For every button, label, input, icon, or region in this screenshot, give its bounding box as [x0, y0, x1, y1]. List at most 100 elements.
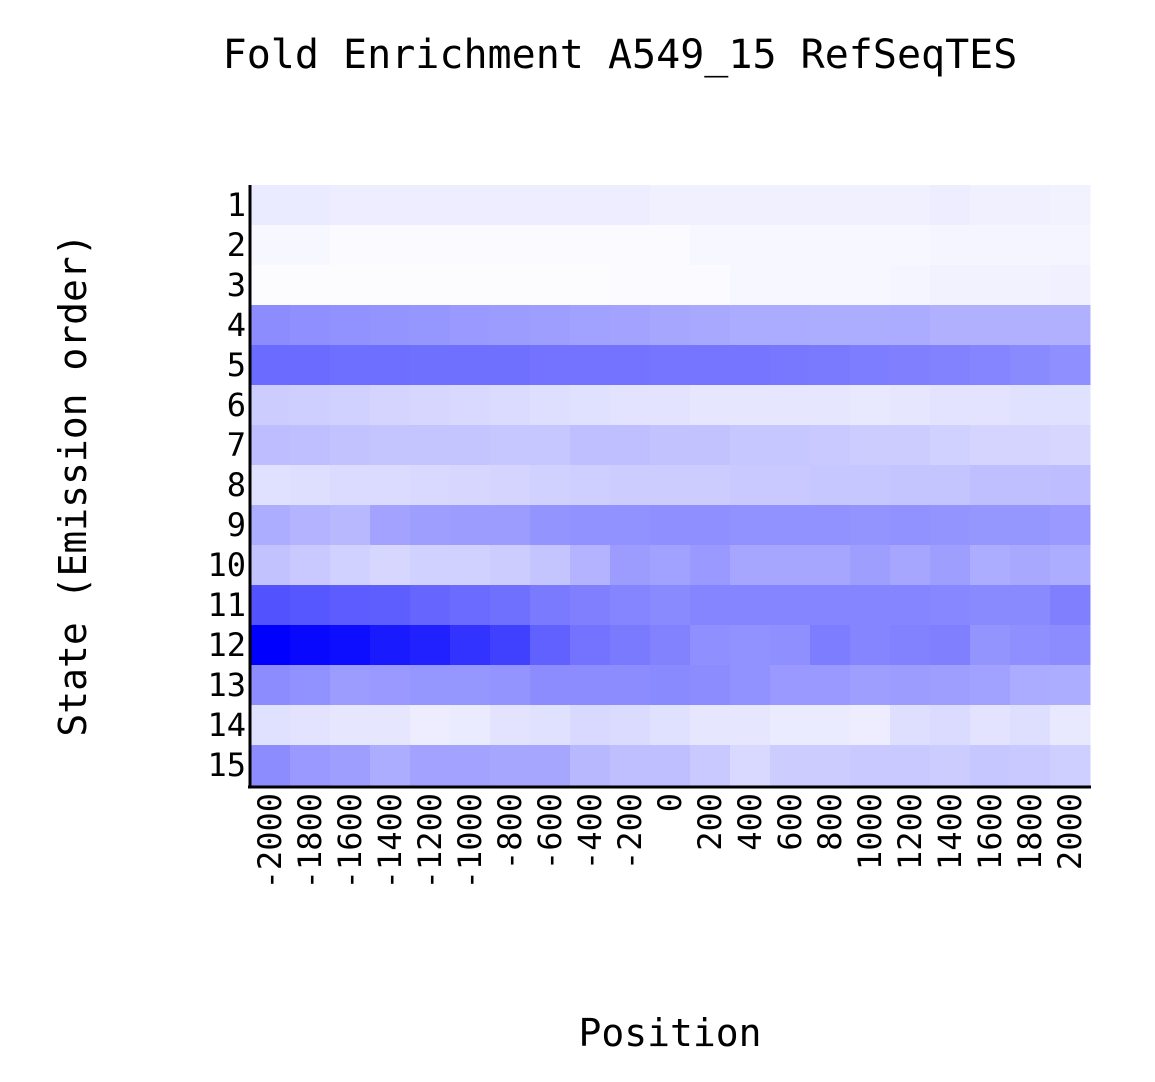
heatmap-cell-state-9-pos--2000 — [250, 505, 291, 546]
heatmap-cell-state-4-pos-1200 — [890, 305, 931, 346]
heatmap-cell-state-6-pos--1000 — [450, 385, 491, 426]
heatmap-cell-state-8-pos--2000 — [250, 465, 291, 506]
heatmap-cell-state-5-pos--800 — [490, 345, 531, 386]
y-tick-label: 15 — [207, 746, 246, 784]
heatmap-cell-state-9-pos-800 — [810, 505, 851, 546]
heatmap-cell-state-1-pos--2000 — [250, 185, 291, 226]
heatmap-cell-state-6-pos--1200 — [410, 385, 451, 426]
heatmap-cell-state-2-pos-1400 — [930, 225, 971, 266]
heatmap-cell-state-1-pos--600 — [530, 185, 571, 226]
heatmap-cell-state-8-pos--1000 — [450, 465, 491, 506]
heatmap-cell-state-2-pos--1200 — [410, 225, 451, 266]
heatmap-cell-state-3-pos--1600 — [330, 265, 371, 306]
heatmap-cell-state-4-pos--1000 — [450, 305, 491, 346]
x-tick-label: 400 — [731, 793, 769, 851]
heatmap-cell-state-1-pos-1800 — [1010, 185, 1051, 226]
heatmap-cell-state-3-pos-1000 — [850, 265, 891, 306]
heatmap-cell-state-8-pos--600 — [530, 465, 571, 506]
heatmap-cell-state-11-pos-2000 — [1050, 585, 1091, 626]
heatmap-cell-state-4-pos-0 — [650, 305, 691, 346]
heatmap-cell-state-5-pos--200 — [610, 345, 651, 386]
heatmap-cell-state-5-pos-1200 — [890, 345, 931, 386]
heatmap-cell-state-6-pos-200 — [690, 385, 731, 426]
heatmap-cell-state-9-pos-0 — [650, 505, 691, 546]
heatmap-cell-state-15-pos--200 — [610, 745, 651, 786]
heatmap-cell-state-10-pos--1200 — [410, 545, 451, 586]
heatmap-cell-state-3-pos--1800 — [290, 265, 331, 306]
heatmap-cell-state-3-pos--800 — [490, 265, 531, 306]
heatmap-cell-state-15-pos--400 — [570, 745, 611, 786]
heatmap-cell-state-5-pos-1800 — [1010, 345, 1051, 386]
heatmap-cell-state-7-pos-200 — [690, 425, 731, 466]
heatmap-cell-state-14-pos-1400 — [930, 705, 971, 746]
heatmap-cell-state-2-pos-0 — [650, 225, 691, 266]
heatmap-cell-state-4-pos--400 — [570, 305, 611, 346]
heatmap-cell-state-1-pos--1600 — [330, 185, 371, 226]
heatmap-cell-state-15-pos--1200 — [410, 745, 451, 786]
heatmap-cell-state-12-pos-1800 — [1010, 625, 1051, 666]
heatmap-cells — [250, 185, 1091, 786]
heatmap-cell-state-3-pos-400 — [730, 265, 771, 306]
heatmap-cell-state-11-pos--200 — [610, 585, 651, 626]
heatmap-cell-state-13-pos-600 — [770, 665, 811, 706]
x-tick-label: 1600 — [971, 793, 1009, 870]
heatmap-cell-state-5-pos--1200 — [410, 345, 451, 386]
y-tick-label: 10 — [207, 546, 246, 584]
heatmap-cell-state-4-pos--1400 — [370, 305, 411, 346]
heatmap-cell-state-11-pos--1600 — [330, 585, 371, 626]
heatmap-cell-state-1-pos-200 — [690, 185, 731, 226]
heatmap-cell-state-6-pos--1400 — [370, 385, 411, 426]
y-tick-label: 2 — [227, 226, 246, 264]
heatmap-cell-state-5-pos--1800 — [290, 345, 331, 386]
heatmap-cell-state-9-pos--1400 — [370, 505, 411, 546]
heatmap-cell-state-6-pos-600 — [770, 385, 811, 426]
heatmap-cell-state-6-pos--400 — [570, 385, 611, 426]
heatmap-cell-state-14-pos--200 — [610, 705, 651, 746]
heatmap-cell-state-7-pos--400 — [570, 425, 611, 466]
heatmap-cell-state-11-pos--1400 — [370, 585, 411, 626]
heatmap-cell-state-3-pos-200 — [690, 265, 731, 306]
heatmap-cell-state-9-pos-1800 — [1010, 505, 1051, 546]
heatmap-cell-state-7-pos--1800 — [290, 425, 331, 466]
heatmap-cell-state-12-pos-0 — [650, 625, 691, 666]
y-tick-label: 7 — [227, 426, 246, 464]
heatmap-cell-state-15-pos-1800 — [1010, 745, 1051, 786]
heatmap-cell-state-14-pos-400 — [730, 705, 771, 746]
heatmap-cell-state-7-pos-1200 — [890, 425, 931, 466]
heatmap-cell-state-7-pos--2000 — [250, 425, 291, 466]
heatmap-cell-state-8-pos--1800 — [290, 465, 331, 506]
heatmap-cell-state-10-pos-1800 — [1010, 545, 1051, 586]
heatmap-cell-state-6-pos-1200 — [890, 385, 931, 426]
heatmap-cell-state-12-pos--1000 — [450, 625, 491, 666]
heatmap-cell-state-7-pos--1600 — [330, 425, 371, 466]
heatmap-cell-state-15-pos-800 — [810, 745, 851, 786]
heatmap-cell-state-5-pos--1600 — [330, 345, 371, 386]
heatmap-cell-state-4-pos-600 — [770, 305, 811, 346]
heatmap-cell-state-12-pos--1400 — [370, 625, 411, 666]
heatmap-cell-state-2-pos--1000 — [450, 225, 491, 266]
y-tick-label: 14 — [207, 706, 246, 744]
heatmap-cell-state-2-pos-1600 — [970, 225, 1011, 266]
heatmap-cell-state-9-pos--200 — [610, 505, 651, 546]
heatmap-cell-state-3-pos-2000 — [1050, 265, 1091, 306]
x-tick-label: 1000 — [851, 793, 889, 870]
heatmap-cell-state-13-pos--1600 — [330, 665, 371, 706]
heatmap-cell-state-13-pos-1400 — [930, 665, 971, 706]
heatmap-cell-state-15-pos--1600 — [330, 745, 371, 786]
heatmap-cell-state-11-pos--1000 — [450, 585, 491, 626]
heatmap-cell-state-11-pos--1800 — [290, 585, 331, 626]
heatmap-cell-state-4-pos-800 — [810, 305, 851, 346]
heatmap-cell-state-1-pos-1400 — [930, 185, 971, 226]
heatmap-cell-state-5-pos-200 — [690, 345, 731, 386]
heatmap-cell-state-5-pos-2000 — [1050, 345, 1091, 386]
x-tick-label: -2000 — [251, 793, 289, 889]
heatmap-cell-state-14-pos-200 — [690, 705, 731, 746]
heatmap-cell-state-9-pos-1200 — [890, 505, 931, 546]
heatmap-cell-state-8-pos--1200 — [410, 465, 451, 506]
heatmap-cell-state-10-pos-0 — [650, 545, 691, 586]
heatmap-cell-state-14-pos--1200 — [410, 705, 451, 746]
y-tick-label: 12 — [207, 626, 246, 664]
heatmap-cell-state-7-pos--200 — [610, 425, 651, 466]
heatmap-cell-state-13-pos-1000 — [850, 665, 891, 706]
x-tick-label: 1800 — [1011, 793, 1049, 870]
